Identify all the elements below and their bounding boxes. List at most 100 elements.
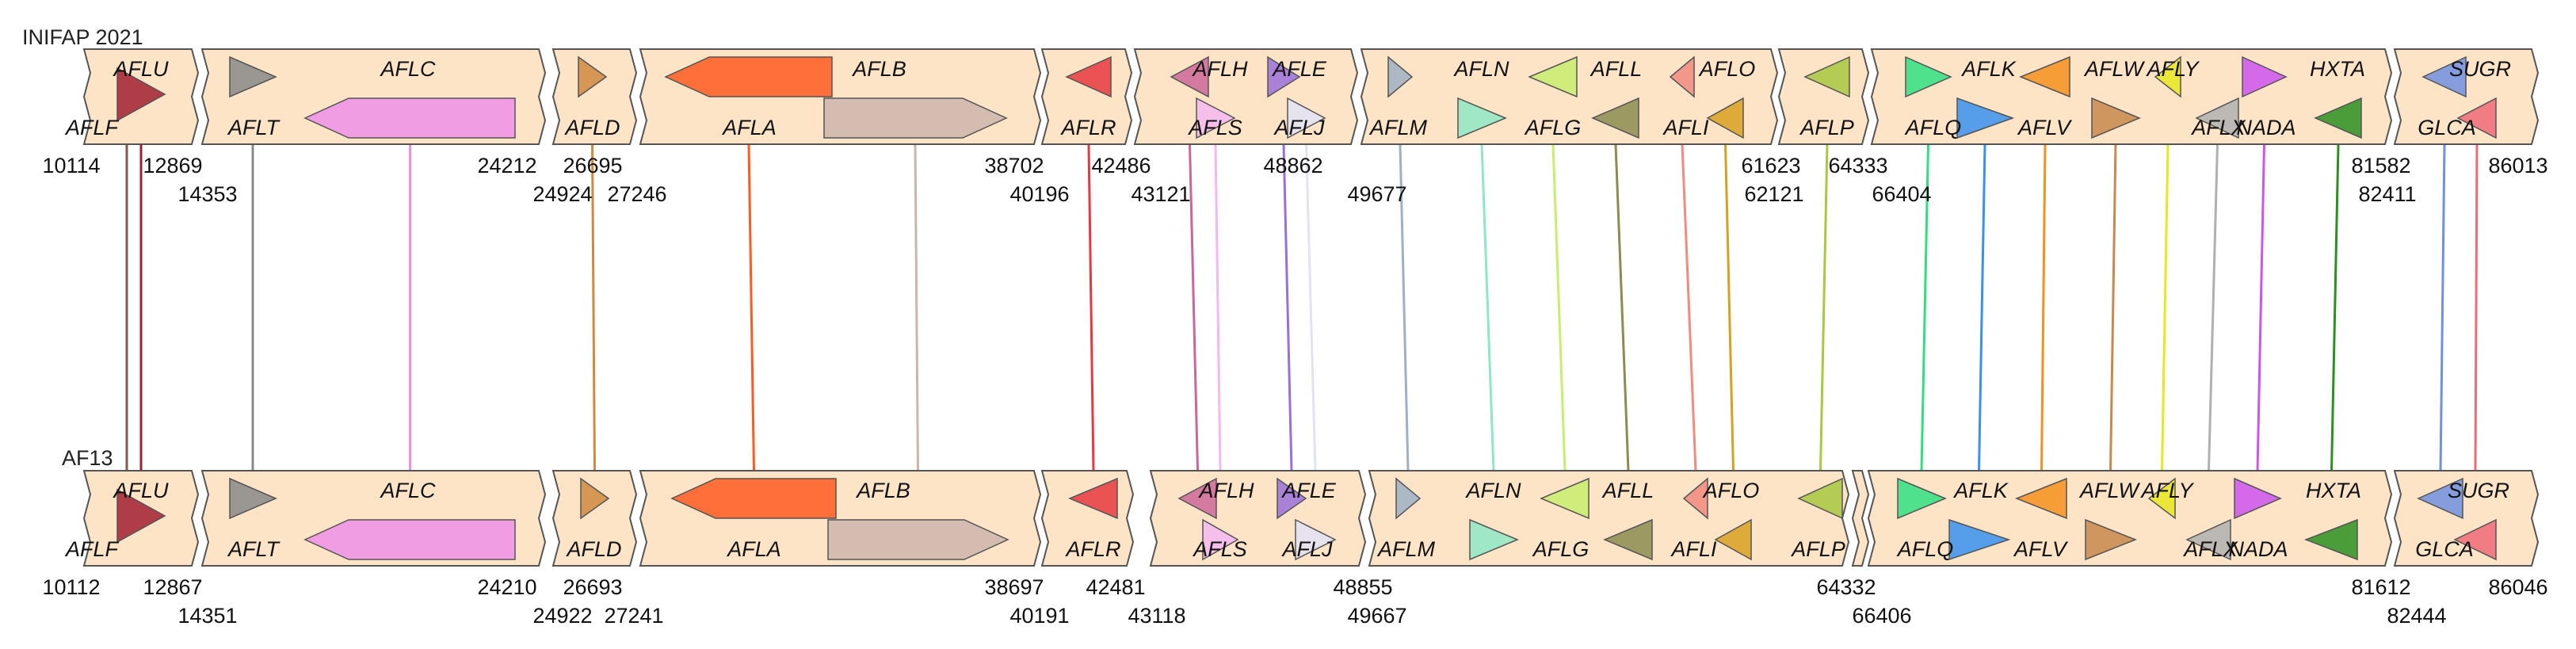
coordinate-label: 64332 bbox=[1816, 575, 1876, 599]
synteny-link-aflo bbox=[1724, 143, 1735, 471]
gene-label-afln: AFLN bbox=[1464, 479, 1521, 502]
gene-afld-shape bbox=[580, 477, 610, 520]
synteny-link-nada bbox=[2256, 143, 2265, 471]
gene-label-aflx: AFLX bbox=[2190, 116, 2246, 139]
coordinate-label: 26695 bbox=[563, 154, 622, 178]
contig-block bbox=[551, 48, 638, 145]
coordinate-label: 42486 bbox=[1091, 154, 1151, 178]
synteny-link-aflx bbox=[2208, 143, 2219, 471]
gene-afln-shape bbox=[1457, 97, 1507, 139]
gene-label-aflf: AFLF bbox=[64, 537, 120, 561]
synteny-link-aflg bbox=[1551, 143, 1567, 471]
synteny-link-aflk bbox=[1978, 143, 1986, 471]
gene-afli-shape bbox=[1682, 477, 1708, 520]
synteny-link-aflp bbox=[1819, 143, 1829, 471]
gene-afle-shape bbox=[1277, 477, 1307, 520]
gene-label-afli: AFLI bbox=[1662, 116, 1709, 139]
gene-label-aflr: AFLR bbox=[1059, 116, 1116, 139]
gene-label-aflv: AFLV bbox=[2013, 537, 2069, 561]
gene-label-aflj: AFLJ bbox=[1273, 116, 1325, 139]
gene-aflj-shape bbox=[1287, 97, 1326, 139]
synteny-link-aflw bbox=[2109, 143, 2117, 471]
gene-aflx-shape bbox=[2185, 518, 2231, 561]
coordinate-label: 66404 bbox=[1872, 182, 1931, 206]
gene-label-aflk: AFLK bbox=[1960, 57, 2017, 81]
coordinate-label: 14353 bbox=[177, 182, 237, 206]
gene-label-afld: AFLD bbox=[563, 116, 620, 139]
gene-label-afll: AFLL bbox=[1601, 479, 1654, 502]
synteny-link-afll bbox=[1614, 143, 1630, 471]
gene-aflp-shape bbox=[1803, 55, 1850, 98]
gene-aflr-shape bbox=[1068, 477, 1118, 520]
synteny-link-aflq bbox=[1920, 143, 1929, 471]
coordinate-label: 81612 bbox=[2351, 575, 2410, 599]
coordinate-label: 12867 bbox=[143, 575, 202, 599]
coordinate-label: 12869 bbox=[143, 154, 202, 178]
gene-label-aflo: AFLO bbox=[1702, 479, 1760, 502]
gene-aflb-shape bbox=[823, 97, 1008, 139]
gene-label-afln: AFLN bbox=[1452, 57, 1509, 81]
gene-label-aflc: AFLC bbox=[379, 57, 436, 81]
gene-aflt-shape bbox=[229, 55, 277, 98]
gene-label-afle: AFLE bbox=[1271, 57, 1327, 81]
gene-aflg-shape bbox=[1528, 55, 1578, 98]
gene-aflh-shape bbox=[1170, 55, 1209, 98]
track-inifap-2021: INIFAP 2021 AFLU AFLF AFLT AFLC AFLD AFLA AFLB… bbox=[22, 25, 2548, 206]
coordinate-label: 24924 bbox=[532, 182, 592, 206]
synteny-link-afla bbox=[747, 143, 755, 471]
coordinate-label: 48862 bbox=[1263, 154, 1322, 178]
gene-label-aflw: AFLW bbox=[2083, 57, 2146, 81]
gene-label-aflp: AFLP bbox=[1799, 116, 1854, 139]
gene-aflg-shape bbox=[1540, 477, 1589, 520]
gene-label-afly: AFLY bbox=[2145, 57, 2200, 81]
gene-aflk-shape bbox=[1956, 97, 2015, 139]
gene-aflk-shape bbox=[1948, 518, 2011, 561]
gene-label-aflf: AFLF bbox=[64, 116, 120, 139]
gene-aflf-shape bbox=[116, 488, 166, 544]
coordinate-label: 42481 bbox=[1086, 575, 1145, 599]
gene-aflo-shape bbox=[1706, 97, 1744, 139]
gene-label-aflq: AFLQ bbox=[1896, 537, 1954, 561]
gene-sugr-shape bbox=[2456, 97, 2497, 139]
gene-label-aflb: AFLB bbox=[855, 479, 910, 502]
coordinate-label: 10114 bbox=[42, 154, 100, 178]
coordinate-label: 10112 bbox=[42, 575, 100, 599]
gene-label-aflk: AFLK bbox=[1952, 479, 2009, 502]
gene-label-afli: AFLI bbox=[1670, 537, 1717, 561]
gene-aflm-shape bbox=[1395, 477, 1422, 520]
gene-label-afly: AFLY bbox=[2139, 479, 2194, 502]
coordinate-label: 27241 bbox=[604, 604, 663, 628]
gene-aflw-shape bbox=[2085, 518, 2138, 561]
gene-label-aflo: AFLO bbox=[1698, 57, 1756, 81]
gene-aflb-shape bbox=[827, 519, 1009, 560]
coordinate-label: 62121 bbox=[1744, 182, 1803, 206]
synteny-link-afld bbox=[591, 143, 596, 471]
coordinate-label: 38697 bbox=[984, 575, 1044, 599]
coordinate-label: 61623 bbox=[1741, 154, 1800, 178]
coordinate-label: 43121 bbox=[1131, 182, 1190, 206]
gene-aflj-shape bbox=[1295, 518, 1337, 561]
gene-label-afls: AFLS bbox=[1192, 537, 1247, 561]
contig-block bbox=[1851, 470, 1870, 567]
gene-label-aflm: AFLM bbox=[1376, 537, 1436, 561]
synteny-link-afly bbox=[2161, 143, 2170, 471]
gene-label-afle: AFLE bbox=[1280, 479, 1337, 502]
gene-label-aflc: AFLC bbox=[379, 479, 436, 502]
contig-block bbox=[551, 470, 638, 567]
gene-aflx-shape bbox=[2195, 97, 2239, 139]
gene-aflo-shape bbox=[1714, 518, 1752, 561]
coordinate-label: 66406 bbox=[1852, 604, 1911, 628]
synteny-link-sugr bbox=[2474, 143, 2479, 471]
gene-label-aflx: AFLX bbox=[2182, 537, 2238, 561]
gene-nada-shape bbox=[2242, 55, 2288, 98]
gene-afln-shape bbox=[1469, 518, 1519, 561]
gene-aflc-shape bbox=[303, 97, 516, 139]
gene-glca-shape bbox=[2421, 55, 2467, 98]
gene-label-hxta: HXTA bbox=[2310, 57, 2365, 81]
gene-glca-shape bbox=[2417, 477, 2463, 520]
gene-nada-shape bbox=[2234, 477, 2282, 520]
gene-afll-shape bbox=[1603, 518, 1653, 561]
coordinate-label: 43118 bbox=[1128, 604, 1185, 628]
coordinate-label: 24922 bbox=[532, 604, 592, 628]
